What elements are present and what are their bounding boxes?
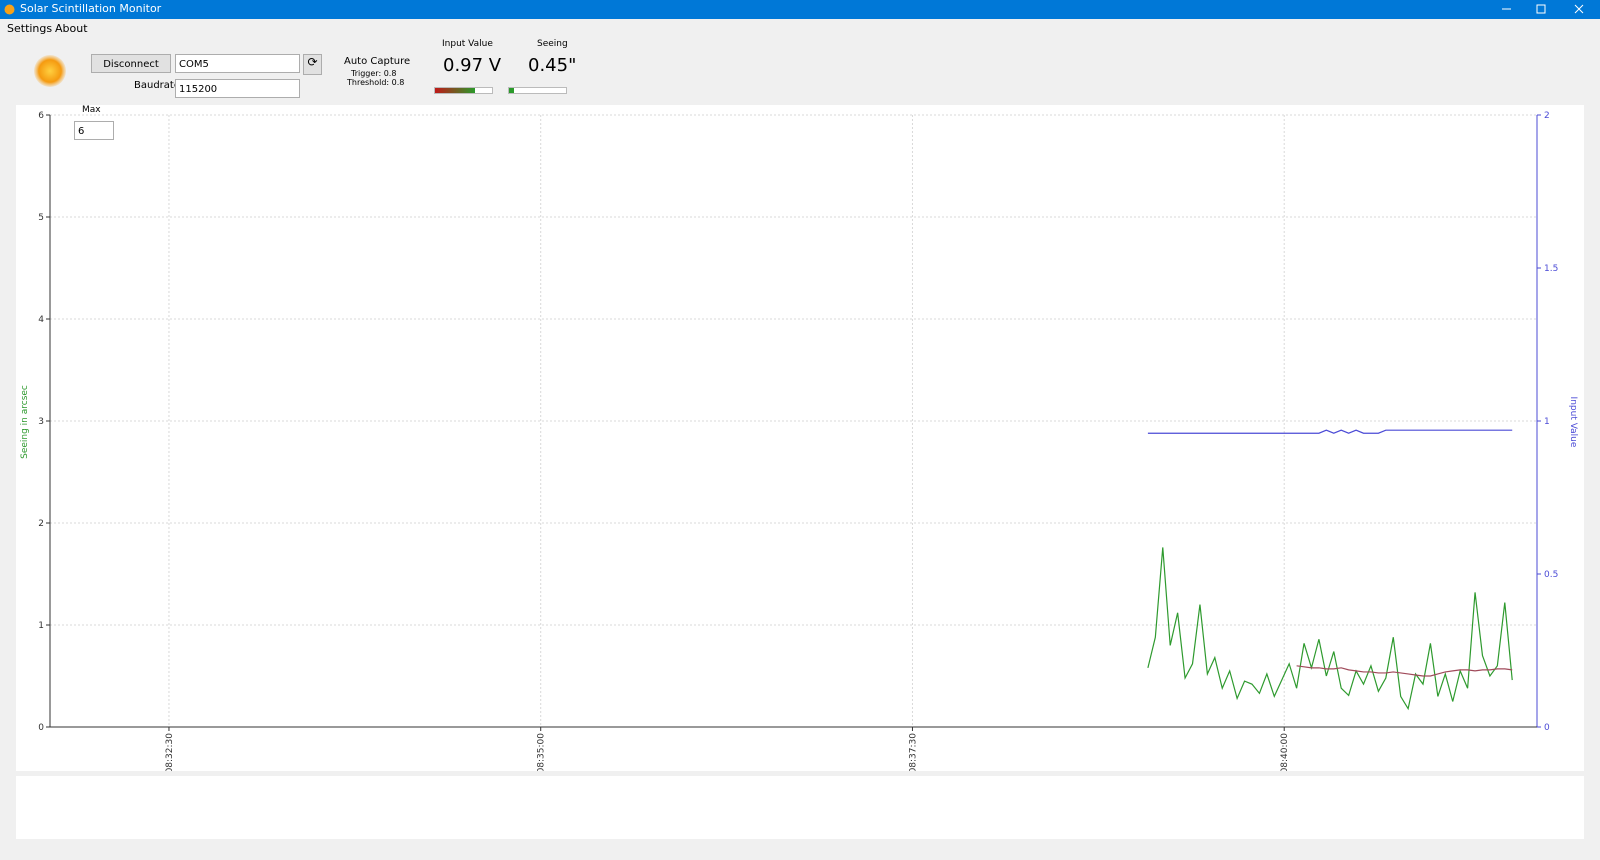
menu-item[interactable]: Settings: [7, 22, 53, 35]
seeing-label: Seeing: [537, 39, 568, 49]
y-tick-label: 3: [38, 417, 44, 427]
y2-tick-label: 2: [1544, 111, 1550, 121]
x-tick-label: 08:37:30: [908, 733, 918, 771]
max-label: Max: [82, 105, 101, 115]
window-title: Solar Scintillation Monitor: [20, 2, 162, 15]
trigger-label: Trigger: 0.8: [351, 69, 397, 78]
window-buttons[interactable]: [1490, 0, 1600, 19]
title-bar: Solar Scintillation Monitor: [0, 0, 1600, 19]
x-tick-label: 08:32:30: [165, 733, 175, 771]
app-icon: [4, 4, 15, 15]
input-bar: [434, 87, 493, 94]
y-tick-label: 4: [38, 315, 44, 325]
y-tick-label: 1: [38, 621, 44, 631]
x-tick-label: 08:35:00: [537, 733, 547, 771]
seeing-value: 0.45": [528, 55, 577, 76]
port-combo[interactable]: COM5: [175, 54, 300, 73]
baudrate-combo[interactable]: 115200: [175, 79, 300, 98]
menu-item[interactable]: About: [55, 22, 88, 35]
max-spinbox[interactable]: 6: [74, 121, 114, 140]
series-line: [1296, 665, 1513, 677]
baudrate-label: Baudrate: [134, 80, 180, 91]
input-value: 0.97 V: [443, 55, 502, 76]
chart: Seeing in arcsec Input Value 0 1 2 3 4 5 6 0 0.5…: [16, 105, 1584, 771]
y-tick-label: 6: [38, 111, 44, 121]
y2-tick-label: 1: [1544, 417, 1550, 427]
log-panel: [16, 776, 1584, 839]
y2-axis-label: Input Value: [1568, 397, 1578, 448]
y-tick-label: 2: [38, 519, 44, 529]
threshold-label: Threshold: 0.8: [347, 78, 405, 87]
auto-capture-label: Auto Capture: [344, 56, 411, 67]
y-tick-label: 5: [38, 213, 44, 223]
y-axis-label: Seeing in arcsec: [20, 385, 30, 459]
input-value-label: Input Value: [442, 39, 493, 49]
y-tick-label: 0: [38, 723, 44, 733]
y2-tick-label: 1.5: [1544, 264, 1558, 274]
y2-tick-label: 0.5: [1544, 570, 1558, 580]
sun-icon: [34, 55, 66, 87]
disconnect-button[interactable]: Disconnect: [91, 54, 171, 73]
seeing-bar: [508, 87, 567, 94]
series-line: [1147, 547, 1513, 711]
series-line: [1147, 429, 1513, 434]
refresh-button[interactable]: ⟳: [303, 54, 322, 75]
y2-tick-label: 0: [1544, 723, 1550, 733]
x-tick-label: 08:40:00: [1280, 733, 1290, 771]
